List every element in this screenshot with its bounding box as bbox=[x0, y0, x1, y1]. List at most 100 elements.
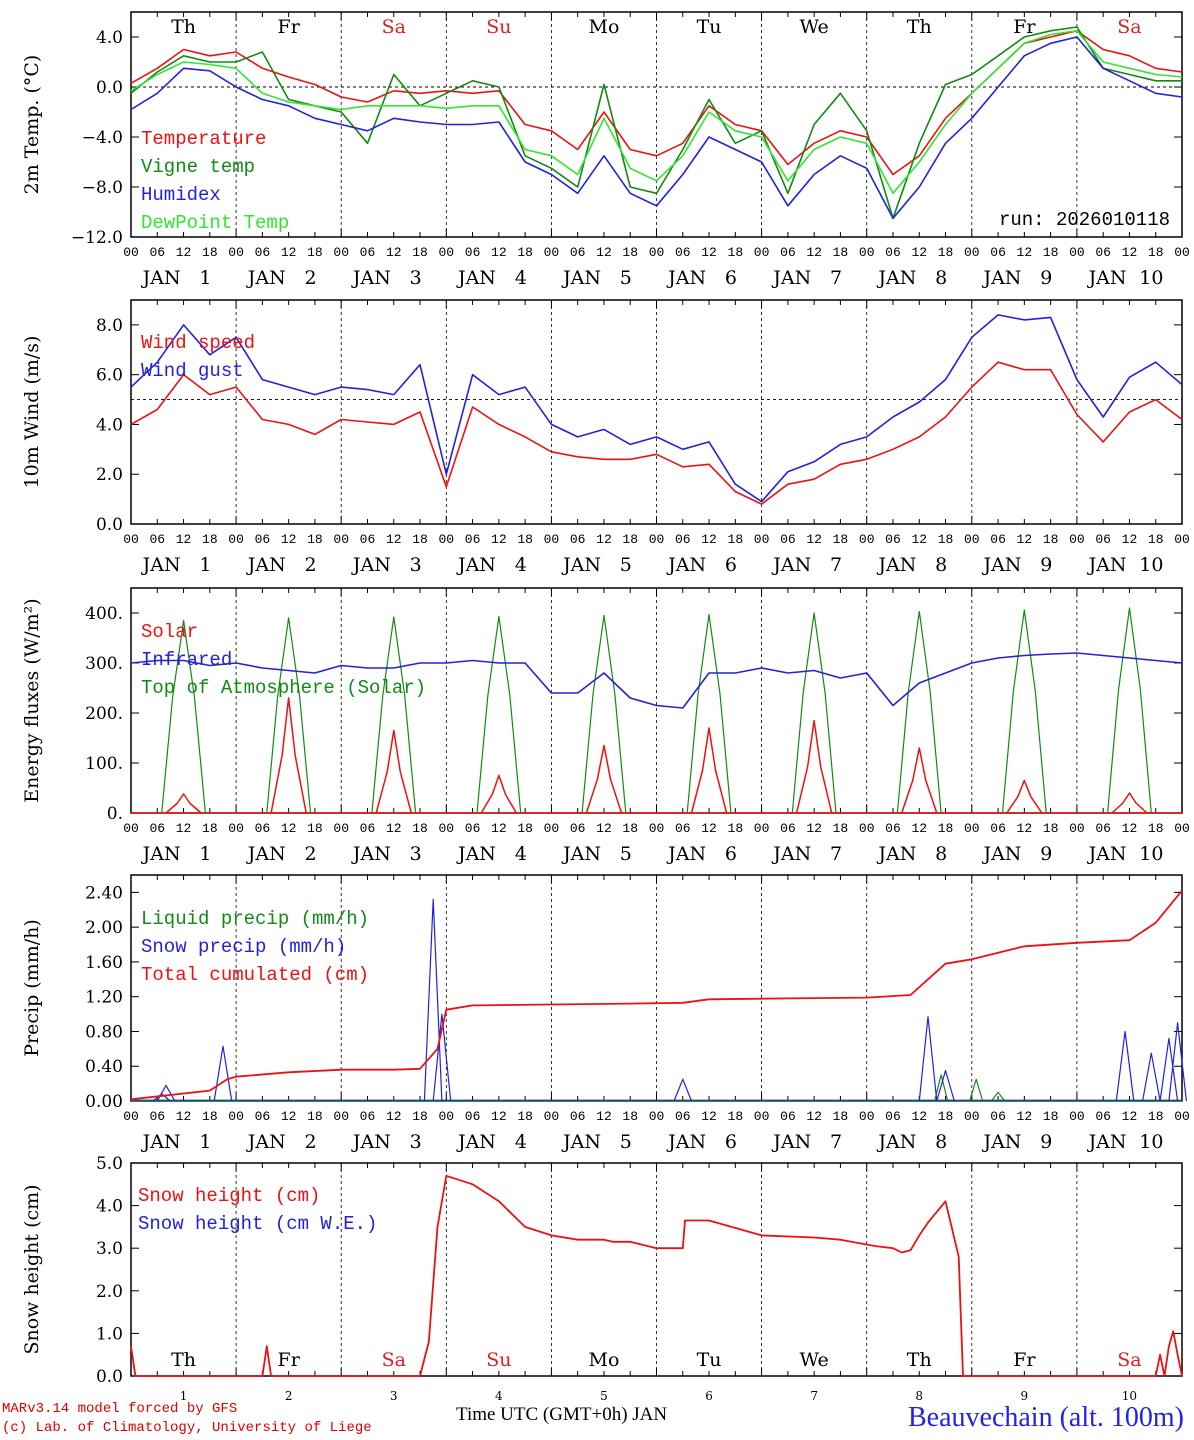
y-tick-label: 0.0 bbox=[96, 1367, 123, 1387]
weekday-label: Th bbox=[171, 16, 196, 38]
x-axis-title: Time UTC (GMT+0h) JAN bbox=[456, 1404, 668, 1425]
day-number-label: 4 bbox=[495, 1389, 503, 1403]
weekday-label: Tu bbox=[697, 1349, 722, 1371]
weekday-label: Fr bbox=[278, 16, 301, 38]
hour-tick-label: 12 bbox=[596, 821, 612, 836]
series-line-total-cumulated bbox=[130, 890, 1183, 1101]
hour-tick-label: 06 bbox=[360, 1109, 376, 1124]
y-tick-label: 0.00 bbox=[85, 1092, 123, 1112]
hour-tick-label: 06 bbox=[885, 821, 901, 836]
hour-tick-label: 00 bbox=[754, 821, 770, 836]
y-tick-label: −12.0 bbox=[71, 228, 123, 248]
month-label: JAN bbox=[141, 267, 181, 289]
hour-tick-label: 18 bbox=[412, 245, 428, 260]
snow-spike bbox=[673, 1078, 693, 1102]
hour-tick-label: 18 bbox=[622, 1109, 638, 1124]
hour-tick-label: 18 bbox=[517, 1109, 533, 1124]
hour-tick-label: 06 bbox=[885, 1109, 901, 1124]
hour-tick-label: 12 bbox=[1017, 245, 1033, 260]
hour-tick-label: 06 bbox=[780, 1109, 796, 1124]
hour-tick-label: 00 bbox=[544, 532, 560, 547]
hour-tick-label: 12 bbox=[701, 821, 717, 836]
day-label: 4 bbox=[515, 267, 527, 289]
toa-solar-curve bbox=[791, 612, 837, 814]
hour-tick-label: 18 bbox=[622, 821, 638, 836]
hour-tick-label: 12 bbox=[386, 821, 402, 836]
solar-curve bbox=[690, 727, 728, 814]
hour-tick-label: 06 bbox=[255, 1109, 271, 1124]
hour-tick-label: 00 bbox=[438, 1109, 454, 1124]
hour-tick-label: 12 bbox=[1017, 532, 1033, 547]
hour-tick-label: 00 bbox=[333, 532, 349, 547]
month-label: JAN bbox=[456, 554, 496, 576]
month-label: JAN bbox=[351, 554, 391, 576]
hour-tick-label: 00 bbox=[333, 821, 349, 836]
legend-entry: Liquid precip (mm/h) bbox=[141, 908, 369, 930]
day-label: 3 bbox=[410, 843, 422, 865]
hour-tick-label: 18 bbox=[202, 821, 218, 836]
solar-curve bbox=[165, 793, 202, 814]
day-label: 8 bbox=[935, 1131, 947, 1153]
day-label: 9 bbox=[1040, 554, 1052, 576]
snow-spike bbox=[213, 1045, 233, 1102]
hour-tick-label: 06 bbox=[780, 821, 796, 836]
hour-tick-label: 18 bbox=[833, 1109, 849, 1124]
month-label: JAN bbox=[771, 843, 811, 865]
day-label: 5 bbox=[620, 267, 632, 289]
hour-tick-label: 12 bbox=[386, 532, 402, 547]
legend-entry: Total cumulated (cm) bbox=[141, 964, 369, 986]
toa-solar-curve bbox=[686, 613, 732, 814]
day-label: 5 bbox=[620, 554, 632, 576]
y-tick-label: 1.0 bbox=[96, 1324, 123, 1344]
hour-tick-label: 18 bbox=[307, 1109, 323, 1124]
day-label: 7 bbox=[830, 267, 842, 289]
hour-tick-label: 06 bbox=[149, 532, 165, 547]
hour-tick-label: 12 bbox=[701, 245, 717, 260]
month-label: JAN bbox=[666, 267, 706, 289]
solar-curve bbox=[900, 747, 938, 814]
snow-spike bbox=[1168, 1022, 1187, 1102]
hour-tick-label: 06 bbox=[780, 245, 796, 260]
y-tick-label: 0. bbox=[107, 804, 123, 824]
hour-tick-label: 12 bbox=[911, 1109, 927, 1124]
y-tick-label: 4.0 bbox=[96, 1197, 123, 1217]
series-line-infrared bbox=[130, 652, 1183, 709]
y-tick-label: 400. bbox=[85, 604, 123, 624]
hour-tick-label: 12 bbox=[281, 1109, 297, 1124]
hour-tick-label: 00 bbox=[649, 245, 665, 260]
series-line-vigne-temp bbox=[130, 26, 1182, 220]
y-axis-label: 2m Temp. (°C) bbox=[21, 55, 43, 195]
hour-tick-label: 12 bbox=[596, 1109, 612, 1124]
legend-entry: Snow height (cm) bbox=[138, 1185, 320, 1207]
day-number-label: 2 bbox=[285, 1389, 293, 1403]
month-label: JAN bbox=[1087, 554, 1127, 576]
legend-entry: Wind speed bbox=[141, 332, 255, 354]
day-label: 7 bbox=[830, 1131, 842, 1153]
day-number-label: 8 bbox=[915, 1389, 923, 1403]
y-tick-label: 100. bbox=[85, 754, 123, 774]
day-number-label: 5 bbox=[600, 1389, 608, 1403]
hour-tick-label: 00 bbox=[333, 245, 349, 260]
month-label: JAN bbox=[456, 1131, 496, 1153]
hour-tick-label: 06 bbox=[149, 821, 165, 836]
hour-tick-label: 12 bbox=[176, 245, 192, 260]
y-tick-label: 8.0 bbox=[96, 316, 123, 336]
hour-tick-label: 06 bbox=[360, 821, 376, 836]
weekday-label: Sa bbox=[382, 16, 406, 38]
day-label: 8 bbox=[935, 267, 947, 289]
month-label: JAN bbox=[351, 267, 391, 289]
day-label: 2 bbox=[304, 1131, 316, 1153]
month-label: JAN bbox=[1087, 267, 1127, 289]
hour-tick-label: 06 bbox=[465, 245, 481, 260]
hour-tick-label: 00 bbox=[228, 245, 244, 260]
y-tick-label: −8.0 bbox=[82, 178, 123, 198]
month-label: JAN bbox=[981, 267, 1021, 289]
series-line-wind-gust bbox=[130, 314, 1183, 503]
day-label: 3 bbox=[410, 267, 422, 289]
solar-curve bbox=[270, 697, 307, 814]
liquid-spike bbox=[934, 1074, 949, 1102]
hour-tick-label: 18 bbox=[412, 532, 428, 547]
month-label: JAN bbox=[981, 1131, 1021, 1153]
toa-solar-curve bbox=[476, 615, 522, 814]
month-label: JAN bbox=[141, 843, 181, 865]
